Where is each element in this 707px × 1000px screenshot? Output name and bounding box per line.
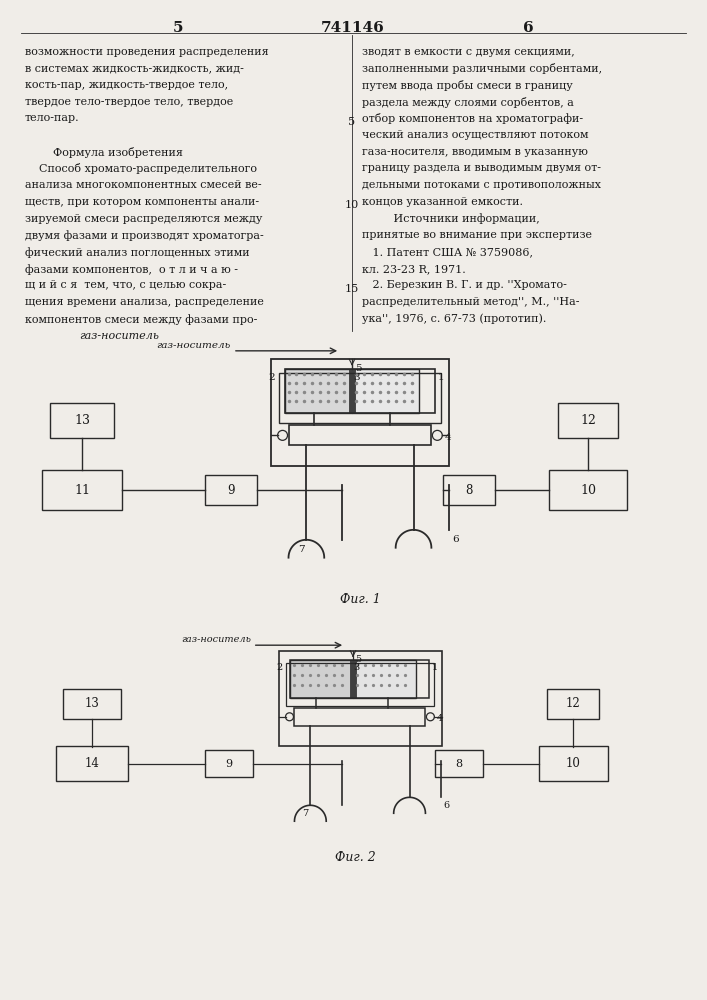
Bar xyxy=(50,403,115,438)
Text: 3: 3 xyxy=(353,663,359,672)
Text: 10: 10 xyxy=(580,484,596,497)
Text: 8: 8 xyxy=(465,484,473,497)
Text: 5: 5 xyxy=(355,655,361,664)
Bar xyxy=(279,651,443,746)
Text: 2. Березкин В. Г. и др. ''Хромато-: 2. Березкин В. Г. и др. ''Хромато- xyxy=(362,280,567,290)
Text: 4: 4 xyxy=(444,433,451,442)
Text: распределительный метод'', М., ''На-: распределительный метод'', М., ''На- xyxy=(362,297,580,307)
Bar xyxy=(284,369,352,413)
Text: 12: 12 xyxy=(580,414,596,427)
Text: фазами компонентов,  о т л и ч а ю -: фазами компонентов, о т л и ч а ю - xyxy=(25,264,238,275)
Text: 4: 4 xyxy=(436,714,443,723)
Text: тело-пар.: тело-пар. xyxy=(25,113,79,123)
Text: Фиг. 1: Фиг. 1 xyxy=(339,593,380,606)
Text: 2: 2 xyxy=(276,663,283,672)
Text: 6: 6 xyxy=(443,801,450,810)
Bar xyxy=(443,475,495,505)
Text: 741146: 741146 xyxy=(321,21,385,35)
Bar xyxy=(539,746,608,781)
Text: газ-носитель: газ-носитель xyxy=(157,341,231,350)
Text: кость-пар, жидкость-твердое тело,: кость-пар, жидкость-твердое тело, xyxy=(25,80,228,90)
Text: 1: 1 xyxy=(431,663,438,672)
Text: 9: 9 xyxy=(226,759,233,769)
Text: отбор компонентов на хроматографи-: отбор компонентов на хроматографи- xyxy=(362,113,583,124)
Text: зируемой смеси распределяются между: зируемой смеси распределяются между xyxy=(25,214,262,224)
Text: 6: 6 xyxy=(452,535,459,544)
Bar xyxy=(547,689,599,719)
Bar xyxy=(205,750,253,777)
Bar xyxy=(436,750,483,777)
Text: кл. 23-23 R, 1971.: кл. 23-23 R, 1971. xyxy=(362,264,466,274)
Text: фический анализ поглощенных этими: фический анализ поглощенных этими xyxy=(25,247,250,258)
Text: Способ хромато-распределительного: Способ хромато-распределительного xyxy=(25,163,257,174)
Text: щения времени анализа, распределение: щения времени анализа, распределение xyxy=(25,297,264,307)
Bar xyxy=(279,373,441,423)
Text: путем ввода пробы смеси в границу: путем ввода пробы смеси в границу xyxy=(362,80,573,91)
Bar xyxy=(352,369,419,413)
Bar xyxy=(205,475,257,505)
Text: 13: 13 xyxy=(85,697,100,710)
Text: ществ, при котором компоненты анали-: ществ, при котором компоненты анали- xyxy=(25,197,259,207)
Text: 1. Патент США № 3759086,: 1. Патент США № 3759086, xyxy=(362,247,533,257)
Bar xyxy=(291,660,429,698)
Text: 6: 6 xyxy=(523,21,534,35)
Bar xyxy=(295,708,426,726)
Text: ческий анализ осуществляют потоком: ческий анализ осуществляют потоком xyxy=(362,130,588,140)
Text: 14: 14 xyxy=(85,757,100,770)
Text: компонентов смеси между фазами про-: компонентов смеси между фазами про- xyxy=(25,314,257,325)
Text: 7: 7 xyxy=(302,809,308,818)
Text: газ-носитель: газ-носитель xyxy=(79,331,159,341)
Text: 15: 15 xyxy=(345,284,359,294)
Bar xyxy=(288,425,431,445)
Text: 1: 1 xyxy=(438,373,444,382)
Text: газ-носитель: газ-носитель xyxy=(181,635,251,644)
Text: принятые во внимание при экспертизе: принятые во внимание при экспертизе xyxy=(362,230,592,240)
Text: 12: 12 xyxy=(566,697,580,710)
Bar xyxy=(57,746,128,781)
Text: 3: 3 xyxy=(353,373,360,382)
Text: в системах жидкость-жидкость, жид-: в системах жидкость-жидкость, жид- xyxy=(25,63,243,73)
Text: границу раздела и выводимым двумя от-: границу раздела и выводимым двумя от- xyxy=(362,163,601,173)
Text: 5: 5 xyxy=(349,117,356,127)
Bar xyxy=(353,660,416,698)
Text: Формула изобретения: Формула изобретения xyxy=(25,147,182,158)
Text: раздела между слоями сорбентов, а: раздела между слоями сорбентов, а xyxy=(362,97,574,108)
Bar xyxy=(291,660,353,698)
Text: двумя фазами и производят хроматогра-: двумя фазами и производят хроматогра- xyxy=(25,230,263,241)
Text: концов указанной емкости.: концов указанной емкости. xyxy=(362,197,523,207)
Bar xyxy=(286,663,434,706)
Text: возможности проведения распределения: возможности проведения распределения xyxy=(25,47,268,57)
Bar xyxy=(64,689,121,719)
Bar xyxy=(284,369,436,413)
Text: ука'', 1976, с. 67-73 (прототип).: ука'', 1976, с. 67-73 (прототип). xyxy=(362,314,547,324)
Text: Фиг. 2: Фиг. 2 xyxy=(334,851,375,864)
Bar xyxy=(42,470,122,510)
Text: 10: 10 xyxy=(345,200,359,210)
Text: 2: 2 xyxy=(268,373,274,382)
Text: 5: 5 xyxy=(355,364,361,373)
Text: анализа многокомпонентных смесей ве-: анализа многокомпонентных смесей ве- xyxy=(25,180,261,190)
Text: щ и й с я  тем, что, с целью сокра-: щ и й с я тем, что, с целью сокра- xyxy=(25,280,226,290)
Text: 11: 11 xyxy=(74,484,90,497)
Text: 8: 8 xyxy=(455,759,462,769)
Text: твердое тело-твердое тело, твердое: твердое тело-твердое тело, твердое xyxy=(25,97,233,107)
Text: 9: 9 xyxy=(227,484,235,497)
Text: 10: 10 xyxy=(566,757,580,770)
Text: заполненными различными сорбентами,: заполненными различными сорбентами, xyxy=(362,63,602,74)
Text: газа-носителя, вводимым в указанную: газа-носителя, вводимым в указанную xyxy=(362,147,588,157)
Text: Источники информации,: Источники информации, xyxy=(362,214,539,224)
Bar xyxy=(559,403,618,438)
Bar xyxy=(349,369,355,413)
Text: зводят в емкости с двумя секциями,: зводят в емкости с двумя секциями, xyxy=(362,47,575,57)
Text: 13: 13 xyxy=(74,414,90,427)
Text: 7: 7 xyxy=(298,545,305,554)
Bar xyxy=(271,359,449,466)
Text: дельными потоками с противоположных: дельными потоками с противоположных xyxy=(362,180,601,190)
Bar xyxy=(350,660,356,698)
Bar xyxy=(549,470,627,510)
Text: 5: 5 xyxy=(173,21,184,35)
